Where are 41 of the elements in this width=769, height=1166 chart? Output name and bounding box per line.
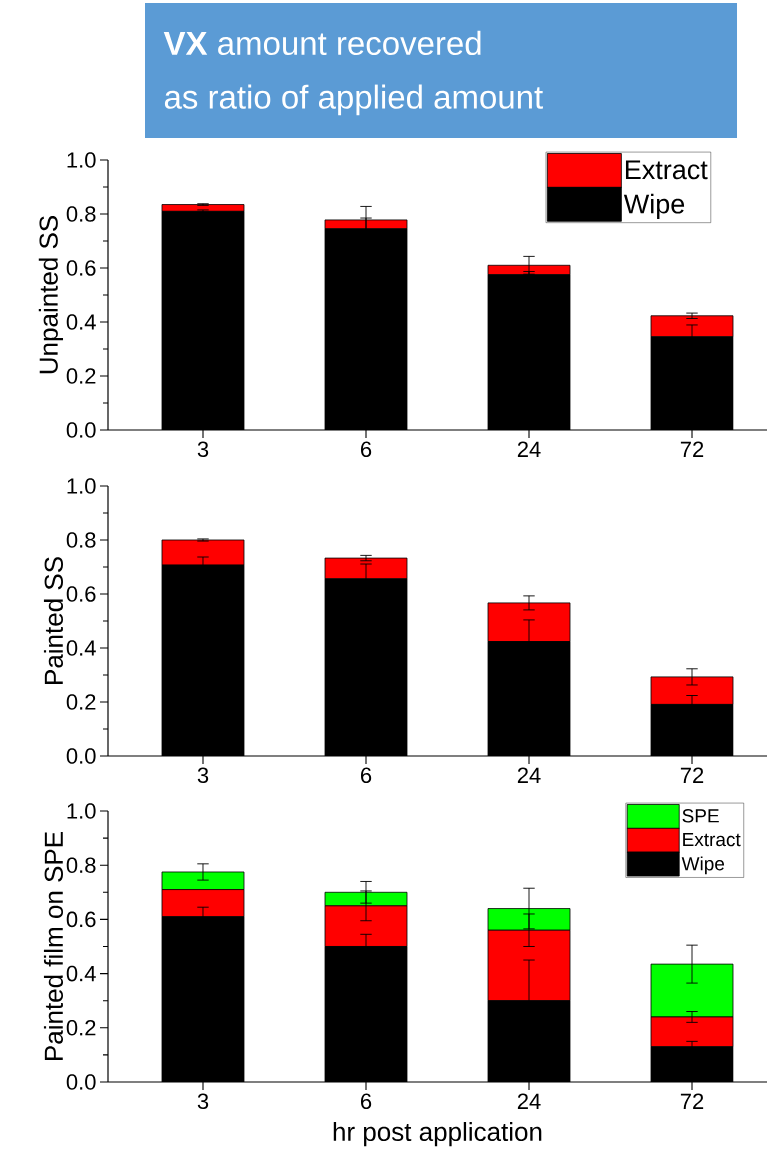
y-tick-label: 0.6 — [66, 586, 96, 602]
y-tick-label: 1.0 — [67, 478, 96, 494]
y-tick-label: 0.6 — [66, 260, 96, 276]
x-tick-label: 72 — [680, 441, 704, 457]
legend-label: Wipe — [681, 856, 725, 875]
y-tick-label: 0.4 — [66, 314, 96, 330]
y-tick-label: 0.4 — [66, 965, 96, 982]
y-tick-label: 0.6 — [66, 911, 96, 928]
y-tick-label: 0.4 — [66, 640, 96, 656]
y-tick-label: 0.2 — [66, 1020, 96, 1036]
x-tick-label: 72 — [680, 767, 704, 783]
x-tick-label: 6 — [361, 441, 372, 458]
y-tick-label: 0.8 — [66, 206, 96, 222]
legend-label: Extract — [683, 832, 741, 847]
y-tick-label: 1.0 — [67, 803, 96, 819]
x-tick-label: 6 — [361, 767, 372, 784]
y-axis-title: Painted SS — [43, 557, 64, 684]
chart-subtitle: as ratio of applied amount — [164, 84, 543, 116]
x-axis-title: hr post application — [333, 1121, 542, 1147]
legend-label: Extract — [625, 160, 708, 180]
x-tick-label: 6 — [361, 1093, 372, 1110]
legend-label: SPE — [682, 809, 719, 823]
x-tick-label: 24 — [517, 767, 541, 783]
x-tick-label: 3 — [197, 441, 209, 458]
y-tick-label: 0.8 — [66, 532, 96, 548]
y-tick-label: 0.0 — [66, 422, 96, 438]
x-tick-label: 24 — [517, 441, 541, 457]
y-axis-title: Painted film on SPE — [43, 832, 64, 1060]
chart-title: VX amount recovered — [163, 30, 481, 56]
y-tick-label: 1.0 — [67, 152, 96, 168]
x-tick-label: 72 — [680, 1093, 704, 1109]
legend-label: Wipe — [623, 193, 685, 219]
y-tick-label: 0.0 — [66, 1074, 96, 1090]
x-tick-label: 3 — [197, 767, 209, 784]
y-tick-label: 0.0 — [66, 748, 96, 764]
x-tick-label: 3 — [197, 1093, 209, 1110]
y-tick-label: 0.2 — [66, 694, 96, 710]
y-axis-title: Unpainted SS — [38, 216, 64, 374]
y-tick-label: 0.2 — [66, 368, 96, 384]
y-tick-label: 0.8 — [66, 857, 96, 873]
x-tick-label: 24 — [517, 1093, 541, 1109]
